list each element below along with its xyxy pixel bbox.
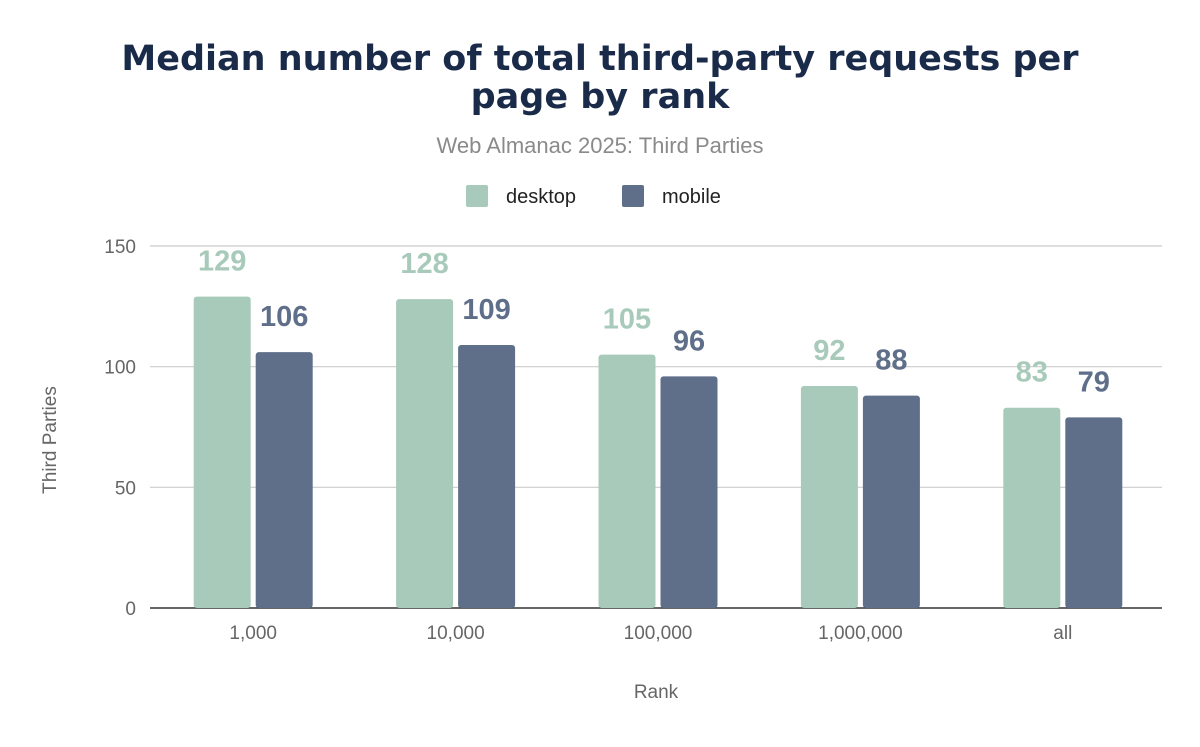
legend-swatch-desktop — [466, 185, 488, 207]
y-axis-label: Third Parties — [40, 386, 61, 494]
chart-title-line-2: page by rank — [471, 77, 730, 117]
data-label-mobile: 109 — [462, 294, 510, 326]
bar-mobile — [660, 376, 718, 608]
data-label-desktop: 128 — [400, 248, 448, 280]
x-axis-ticks: 1,000 10,000 100,000 1,000,000 all — [229, 623, 1072, 644]
bar-desktop — [1003, 407, 1061, 608]
x-tick-label: 1,000,000 — [818, 623, 903, 644]
data-label-mobile: 88 — [875, 345, 907, 377]
data-label-desktop: 105 — [603, 304, 651, 336]
data-label-desktop: 83 — [1016, 357, 1048, 389]
bar-desktop — [193, 296, 251, 608]
data-label-mobile: 96 — [673, 325, 705, 357]
legend-label-mobile: mobile — [662, 186, 721, 208]
x-tick-label: all — [1053, 623, 1072, 644]
chart-subtitle: Web Almanac 2025: Third Parties — [437, 133, 764, 158]
chart-title-line-1: Median number of total third-party reque… — [121, 39, 1079, 79]
x-tick-label: 100,000 — [624, 623, 693, 644]
data-label-desktop: 92 — [813, 335, 845, 367]
x-tick-label: 1,000 — [229, 623, 277, 644]
data-label-mobile: 106 — [260, 301, 308, 333]
gridlines: 0 50 100 150 — [104, 237, 1162, 620]
legend: desktop mobile — [466, 185, 721, 208]
bar-desktop — [800, 385, 858, 608]
data-label-desktop: 129 — [198, 246, 246, 278]
bar-mobile — [1065, 417, 1123, 608]
legend-swatch-mobile — [622, 185, 644, 207]
bars: 129 106 128 109 105 96 92 88 83 79 — [193, 246, 1123, 608]
bar-desktop — [396, 299, 454, 608]
y-tick-label: 150 — [104, 237, 136, 258]
y-tick-label: 100 — [104, 358, 136, 379]
bar-mobile — [862, 395, 920, 608]
bar-mobile — [255, 352, 313, 608]
y-tick-label: 0 — [125, 599, 136, 620]
bar-desktop — [598, 354, 656, 608]
bar-mobile — [458, 344, 516, 608]
y-tick-label: 50 — [115, 478, 136, 499]
legend-label-desktop: desktop — [506, 186, 576, 208]
x-axis-label: Rank — [634, 682, 679, 703]
data-label-mobile: 79 — [1078, 366, 1110, 398]
x-tick-label: 10,000 — [427, 623, 485, 644]
